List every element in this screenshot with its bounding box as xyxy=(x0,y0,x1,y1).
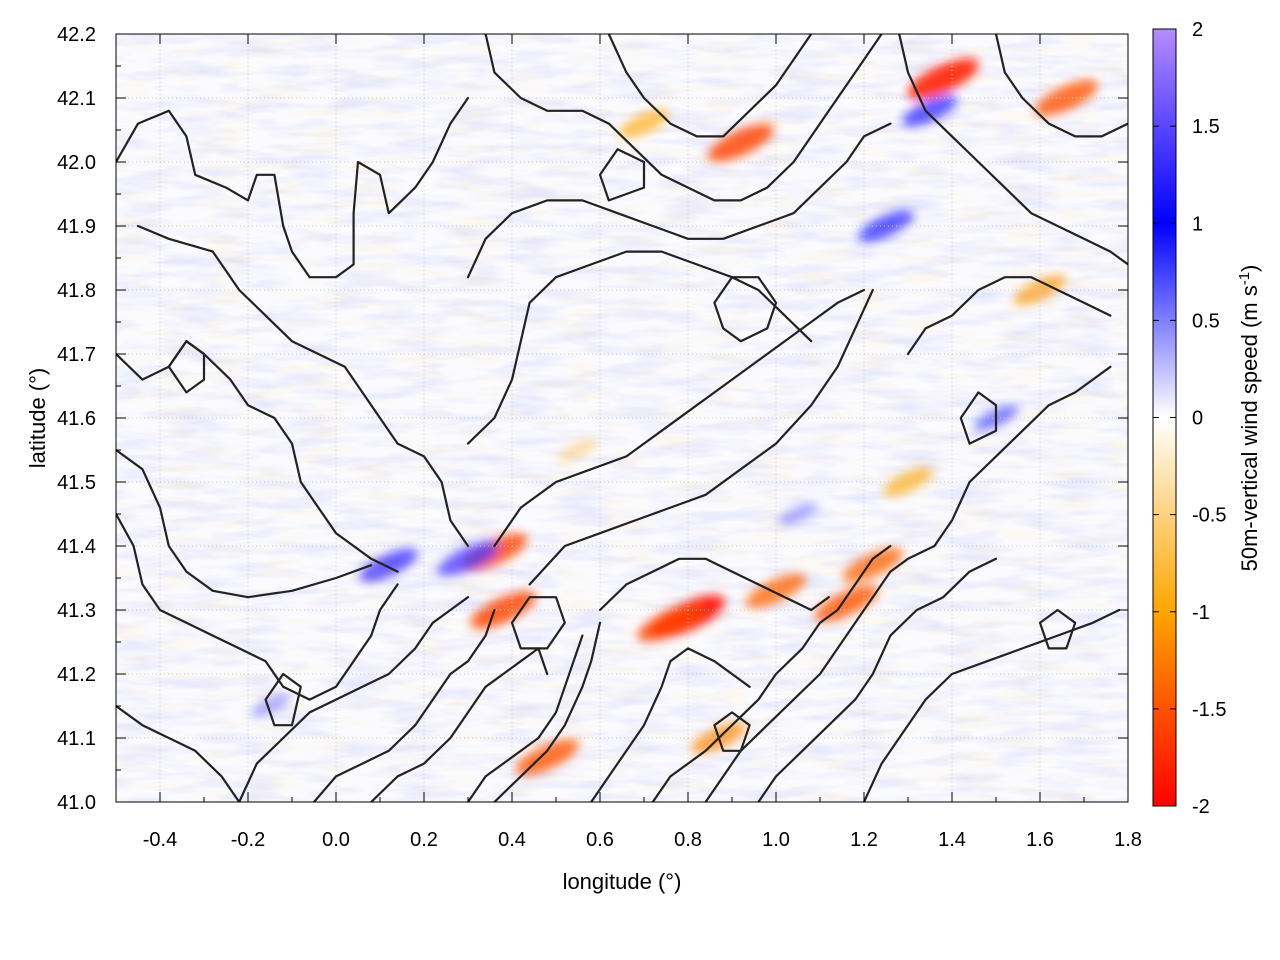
contour-line xyxy=(933,365,1112,548)
field-hotspot xyxy=(842,547,904,583)
colorbar-tick-label: -1 xyxy=(1192,602,1210,624)
contour-line xyxy=(493,621,602,802)
field-hotspot xyxy=(778,502,818,526)
colorbar-title-main: 50m-vertical wind speed (m s xyxy=(1237,285,1262,571)
contour-line xyxy=(370,647,549,802)
field-hotspot xyxy=(250,694,290,718)
x-tick-label: 0.0 xyxy=(322,829,350,851)
colorbar-title-close: ) xyxy=(1237,265,1262,272)
field-hotspot xyxy=(858,210,914,242)
contour-line xyxy=(484,34,883,202)
y-tick-label: 41.2 xyxy=(57,664,96,686)
contour-line xyxy=(136,224,470,548)
plot-area: -0.4 -0.2 0.0 0.2 0.4 0.6 0.8 1.0 1.2 1.4 1.6 1.8 4… xyxy=(57,24,1142,851)
contour-line xyxy=(906,276,1112,356)
y-tick-label: 41.5 xyxy=(57,472,96,494)
contour-lines xyxy=(116,34,1128,802)
x-tick-label: -0.4 xyxy=(143,829,177,851)
contour-line xyxy=(116,512,399,701)
x-tick-label: 0.2 xyxy=(410,829,438,851)
y-tick-label: 42.0 xyxy=(57,152,96,174)
contour-line xyxy=(528,288,874,586)
field-hotspot xyxy=(619,109,669,138)
colorbar-tick-label: 0.5 xyxy=(1192,310,1220,332)
field-hotspot xyxy=(707,123,774,162)
contour-line xyxy=(466,634,584,802)
contour-loop xyxy=(713,711,751,752)
x-tick-label: 1.2 xyxy=(850,829,878,851)
x-tick-label: 1.6 xyxy=(1026,829,1054,851)
contour-line xyxy=(466,122,892,279)
y-tick-label: 42.2 xyxy=(57,24,96,46)
colorbar-tick-label: 1 xyxy=(1192,213,1203,235)
field-hotspot xyxy=(902,95,958,127)
contour-line xyxy=(590,647,751,802)
contour-loop xyxy=(1038,608,1077,650)
x-tick-label: 1.4 xyxy=(938,829,966,851)
colorbar-tick-label: -1.5 xyxy=(1192,699,1226,721)
field-hotspots xyxy=(250,58,1098,776)
colorbar-title: 50m-vertical wind speed (m s-1) xyxy=(1236,265,1262,572)
y-tick-label: 41.1 xyxy=(57,728,96,750)
colorbar-tick-label: 0 xyxy=(1192,408,1203,430)
x-tick-label: 1.8 xyxy=(1114,829,1142,851)
y-tick-label: 41.0 xyxy=(57,792,96,814)
x-tick-label: 1.0 xyxy=(762,829,790,851)
contour-line xyxy=(607,34,813,138)
contour-loop xyxy=(598,148,646,202)
contour-line xyxy=(898,34,1128,266)
field-hotspot xyxy=(437,541,499,577)
y-tick-label: 41.7 xyxy=(57,344,96,366)
contour-loop xyxy=(264,672,302,727)
colorbar-tick-label: -2 xyxy=(1192,796,1210,818)
x-tick-label: 0.6 xyxy=(586,829,614,851)
contour-loop xyxy=(167,340,206,394)
field-hotspot xyxy=(814,585,878,622)
y-tick-label: 42.1 xyxy=(57,88,96,110)
x-tick-label: 0.4 xyxy=(498,829,526,851)
contour-line xyxy=(493,288,866,548)
field-hotspot xyxy=(359,548,418,582)
contour-line xyxy=(116,448,373,599)
x-axis-ticks: -0.4 -0.2 0.0 0.2 0.4 0.6 0.8 1.0 1.2 1.4 1.6 1.8 xyxy=(143,34,1142,851)
x-tick-label: -0.2 xyxy=(231,829,265,851)
y-tick-label: 41.9 xyxy=(57,216,96,238)
y-tick-label: 41.6 xyxy=(57,408,96,430)
y-axis-ticks: 41.0 41.1 41.2 41.3 41.4 41.5 41.6 41.7 41.8 41.9… xyxy=(57,24,1128,814)
contour-line xyxy=(651,544,892,802)
colorbar-tick-label: -0.5 xyxy=(1192,505,1226,527)
y-tick-label: 41.8 xyxy=(57,280,96,302)
contour-line xyxy=(757,557,998,802)
contour-line xyxy=(466,250,813,445)
x-axis-title: longitude (°) xyxy=(563,869,682,894)
colorbar-title-sup: -1 xyxy=(1236,272,1253,285)
field-hotspot xyxy=(1034,79,1098,117)
contour-line xyxy=(116,96,470,279)
contour-line xyxy=(704,544,936,802)
x-tick-label: 0.8 xyxy=(674,829,702,851)
colorbar-ticks: 2 1.5 1 0.5 0 -0.5 -1 -1.5 -2 xyxy=(1153,19,1226,818)
field-hotspot xyxy=(558,438,598,462)
colorbar: 2 1.5 1 0.5 0 -0.5 -1 -1.5 -2 50m-vertical wind … xyxy=(1152,19,1262,818)
contour-line xyxy=(312,608,496,802)
y-tick-label: 41.4 xyxy=(57,536,96,558)
field-hotspot xyxy=(470,591,537,629)
y-tick-label: 41.3 xyxy=(57,600,96,622)
contour-line xyxy=(238,596,470,802)
colorbar-tick-label: 2 xyxy=(1192,19,1203,41)
contour-loop xyxy=(713,276,778,343)
contour-line xyxy=(994,34,1128,138)
contour-loop xyxy=(959,391,998,445)
field-hotspot xyxy=(637,603,704,642)
contour-line xyxy=(598,557,830,612)
y-axis-title: latitude (°) xyxy=(25,368,50,469)
contour-line xyxy=(862,608,1121,802)
field-hotspot xyxy=(907,58,979,100)
contour-line xyxy=(116,704,241,802)
gridlines xyxy=(116,34,1128,802)
colorbar-tick-label: 1.5 xyxy=(1192,116,1220,138)
contour-loop xyxy=(510,596,566,650)
